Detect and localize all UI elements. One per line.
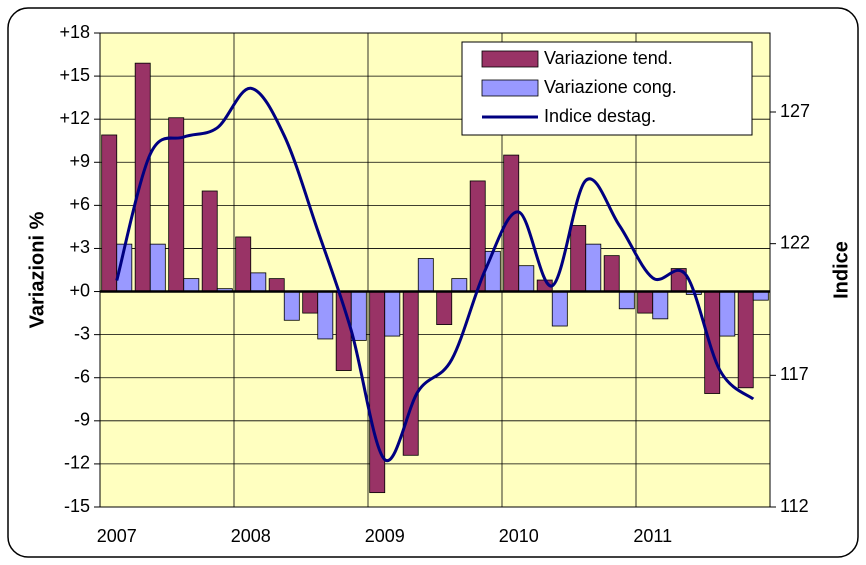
bar bbox=[752, 291, 769, 301]
bar bbox=[168, 117, 185, 292]
y2-tick-label: 122 bbox=[780, 232, 810, 252]
bar bbox=[402, 291, 419, 456]
y-tick-label: +6 bbox=[69, 194, 90, 214]
legend-marker bbox=[481, 50, 539, 68]
y-tick-label: -3 bbox=[74, 323, 90, 343]
y-tick-label: +0 bbox=[69, 280, 90, 300]
bar bbox=[652, 291, 669, 320]
bar bbox=[417, 258, 434, 292]
y2-tick-label: 127 bbox=[780, 101, 810, 121]
bar bbox=[719, 291, 736, 337]
bar bbox=[268, 278, 285, 292]
y2-tick-label: 117 bbox=[780, 364, 809, 384]
y-tick-label: +12 bbox=[59, 108, 90, 128]
bar bbox=[317, 291, 334, 340]
bar bbox=[570, 225, 587, 292]
x-tick-label: 2010 bbox=[499, 526, 539, 546]
bar bbox=[384, 291, 401, 337]
x-tick-label: 2011 bbox=[633, 526, 672, 546]
legend-label: Variazione cong. bbox=[544, 77, 677, 97]
y2-tick-label: 112 bbox=[780, 496, 809, 516]
bar bbox=[436, 291, 453, 325]
x-tick-label: 2009 bbox=[365, 526, 405, 546]
bar bbox=[585, 243, 602, 292]
bar bbox=[250, 272, 267, 292]
bar bbox=[283, 291, 300, 321]
y-tick-label: -12 bbox=[64, 453, 90, 473]
bar bbox=[603, 255, 620, 292]
bar bbox=[518, 265, 535, 292]
y-tick-label: -15 bbox=[64, 496, 90, 516]
bar bbox=[369, 291, 386, 494]
y-tick-label: -9 bbox=[74, 410, 90, 430]
bar bbox=[451, 278, 468, 292]
legend-label: Variazione tend. bbox=[544, 48, 673, 68]
y-tick-label: +9 bbox=[69, 151, 90, 171]
x-tick-label: 2008 bbox=[231, 526, 271, 546]
legend-label: Indice destag. bbox=[544, 106, 656, 126]
y-tick-label: -6 bbox=[74, 366, 90, 386]
bar bbox=[551, 291, 568, 327]
bar bbox=[637, 291, 654, 314]
bar bbox=[149, 243, 166, 292]
bar bbox=[350, 291, 367, 341]
y-axis-title: Variazioni % bbox=[26, 211, 48, 328]
y-tick-label: +3 bbox=[69, 237, 90, 257]
y2-axis-title: Indice bbox=[830, 241, 852, 299]
bar bbox=[484, 250, 501, 292]
bar bbox=[704, 291, 721, 394]
bar bbox=[101, 134, 118, 292]
bar bbox=[302, 291, 319, 314]
bar bbox=[235, 236, 252, 292]
y-tick-label: +15 bbox=[59, 65, 90, 85]
bar bbox=[737, 291, 754, 389]
y-tick-label: +18 bbox=[59, 22, 90, 42]
line bbox=[115, 86, 755, 463]
bar bbox=[618, 291, 635, 310]
legend-marker bbox=[481, 79, 539, 97]
x-tick-label: 2007 bbox=[97, 526, 137, 546]
bar bbox=[183, 278, 200, 292]
bar bbox=[201, 190, 218, 292]
